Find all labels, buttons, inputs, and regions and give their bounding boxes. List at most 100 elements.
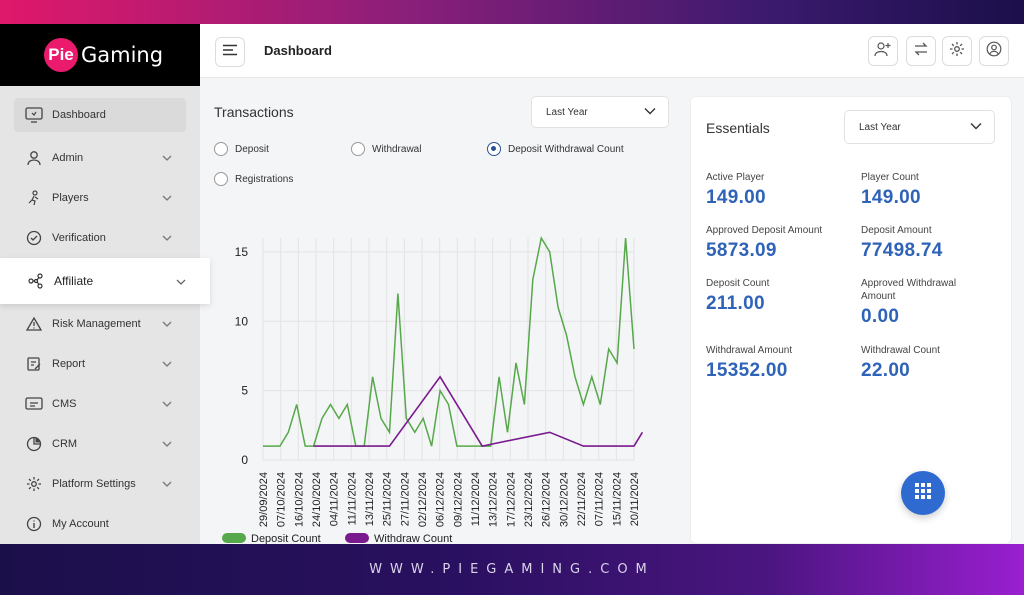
sidebar-item-affiliate[interactable]: Affiliate xyxy=(0,258,210,304)
check-circle-icon xyxy=(25,229,43,247)
select-value: Last Year xyxy=(859,121,901,133)
x-tick-label: 26/12/2024 xyxy=(541,472,553,527)
radio-withdrawal[interactable]: Withdrawal xyxy=(351,142,421,156)
user-circle-icon xyxy=(986,41,1002,62)
metric-deposit-amount: Deposit Amount 77498.74 xyxy=(861,224,1011,262)
x-tick-label: 13/12/2024 xyxy=(488,472,500,527)
sidebar-item-label: CRM xyxy=(52,438,78,450)
radio-deposit-withdrawal-count[interactable]: Deposit Withdrawal Count xyxy=(487,142,624,156)
x-tick-label: 24/10/2024 xyxy=(311,472,323,527)
sidebar-item-label: Dashboard xyxy=(52,109,106,121)
app-window: Pie Gaming Dashboard Admin Pl xyxy=(0,24,1024,544)
grid-icon xyxy=(914,482,932,505)
metric-value: 15352.00 xyxy=(706,360,788,381)
metric-label: Deposit Amount xyxy=(861,225,932,236)
gear-icon xyxy=(25,475,43,493)
select-value: Last Year xyxy=(546,106,588,118)
hamburger-icon xyxy=(222,43,238,61)
radio-registrations[interactable]: Registrations xyxy=(214,172,293,186)
x-tick-label: 11/12/2024 xyxy=(470,472,482,526)
sidebar-item-label: Platform Settings xyxy=(52,478,136,490)
sidebar-item-label: CMS xyxy=(52,398,77,410)
dashboard-icon xyxy=(25,106,43,124)
sidebar-item-my-account[interactable]: My Account xyxy=(0,504,200,544)
settings-button[interactable] xyxy=(942,36,972,66)
sidebar-item-label: Affiliate xyxy=(54,274,94,288)
logo[interactable]: Pie Gaming xyxy=(0,24,200,86)
chevron-down-icon xyxy=(162,192,172,204)
x-tick-label: 27/11/2024 xyxy=(399,472,411,526)
essentials-period-select[interactable]: Last Year xyxy=(844,110,995,144)
metric-approved-withdrawal-amount: Approved Withdrawal Amount 0.00 xyxy=(861,277,981,328)
radio-label: Deposit Withdrawal Count xyxy=(508,143,624,155)
sidebar-item-players[interactable]: Players xyxy=(0,178,200,218)
logo-mark: Pie xyxy=(44,38,78,72)
sidebar-item-platform-settings[interactable]: Platform Settings xyxy=(0,464,200,504)
x-tick-label: 02/12/2024 xyxy=(417,472,429,527)
x-tick-label: 20/11/2024 xyxy=(629,472,641,526)
metric-withdrawal-count: Withdrawal Count 22.00 xyxy=(861,344,1011,382)
x-tick-label: 07/11/2024 xyxy=(594,472,606,526)
sidebar-item-dashboard[interactable]: Dashboard xyxy=(14,98,186,132)
warning-icon xyxy=(25,315,43,333)
gear-icon xyxy=(949,41,965,62)
chevron-down-icon xyxy=(970,122,982,133)
x-tick-label: 15/11/2024 xyxy=(611,472,623,526)
sidebar-item-cms[interactable]: CMS xyxy=(0,384,200,424)
sidebar-item-label: Admin xyxy=(52,152,84,164)
page-title: Dashboard xyxy=(264,43,332,58)
menu-toggle-button[interactable] xyxy=(215,37,245,67)
chevron-down-icon xyxy=(162,478,172,490)
transactions-panel: Transactions Last Year Deposit Withdrawa… xyxy=(200,78,678,544)
metric-label: Approved Deposit Amount xyxy=(706,225,823,236)
sidebar-item-label: Report xyxy=(52,358,86,370)
sidebar-item-crm[interactable]: CRM xyxy=(0,424,200,464)
x-tick-label: 25/11/2024 xyxy=(382,472,394,526)
switch-button[interactable] xyxy=(906,36,936,66)
sidebar-item-risk-management[interactable]: Risk Management xyxy=(0,304,200,344)
y-tick-label: 5 xyxy=(241,384,248,398)
metric-label: Withdrawal Count xyxy=(861,345,940,356)
sidebar-item-label: Risk Management xyxy=(52,318,141,330)
swap-arrows-icon xyxy=(913,42,929,61)
metric-player-count: Player Count 149.00 xyxy=(861,171,1011,209)
sidebar-item-label: Players xyxy=(52,192,89,204)
legend-label: Withdraw Count xyxy=(374,533,452,544)
metric-label: Active Player xyxy=(706,172,765,183)
x-tick-label: 04/11/2024 xyxy=(329,472,341,526)
legend-swatch xyxy=(345,533,369,543)
info-icon xyxy=(25,515,43,533)
transactions-period-select[interactable]: Last Year xyxy=(531,96,669,128)
logo-text: Gaming xyxy=(81,43,164,67)
apps-menu-button[interactable] xyxy=(901,471,945,515)
essentials-title: Essentials xyxy=(706,120,770,136)
metric-deposit-count: Deposit Count 211.00 xyxy=(706,277,856,315)
metric-label: Approved Withdrawal Amount xyxy=(861,278,957,302)
radio-label: Registrations xyxy=(235,173,294,185)
metric-value: 149.00 xyxy=(706,187,766,208)
radio-circle xyxy=(214,142,228,156)
share-network-icon xyxy=(27,272,45,290)
metric-withdrawal-amount: Withdrawal Amount 15352.00 xyxy=(706,344,856,382)
x-tick-label: 29/09/2024 xyxy=(258,472,270,527)
x-tick-label: 09/12/2024 xyxy=(452,472,464,527)
chevron-down-icon xyxy=(162,358,172,370)
add-user-button[interactable] xyxy=(868,36,898,66)
x-tick-label: 06/12/2024 xyxy=(435,472,447,527)
transactions-title: Transactions xyxy=(214,104,294,120)
add-user-icon xyxy=(874,41,892,62)
chevron-down-icon xyxy=(162,398,172,410)
chevron-down-icon xyxy=(162,438,172,450)
sidebar-item-report[interactable]: Report xyxy=(0,344,200,384)
radio-label: Withdrawal xyxy=(372,143,422,155)
profile-button[interactable] xyxy=(979,36,1009,66)
metric-value: 22.00 xyxy=(861,360,911,381)
sidebar-item-verification[interactable]: Verification xyxy=(0,218,200,258)
y-tick-label: 0 xyxy=(241,453,248,467)
sidebar-item-admin[interactable]: Admin xyxy=(0,138,200,178)
x-tick-label: 16/10/2024 xyxy=(293,472,305,527)
sidebar-item-label: My Account xyxy=(52,518,109,530)
radio-deposit[interactable]: Deposit xyxy=(214,142,269,156)
series-line-withdraw-count xyxy=(313,375,644,447)
metric-label: Deposit Count xyxy=(706,278,770,289)
